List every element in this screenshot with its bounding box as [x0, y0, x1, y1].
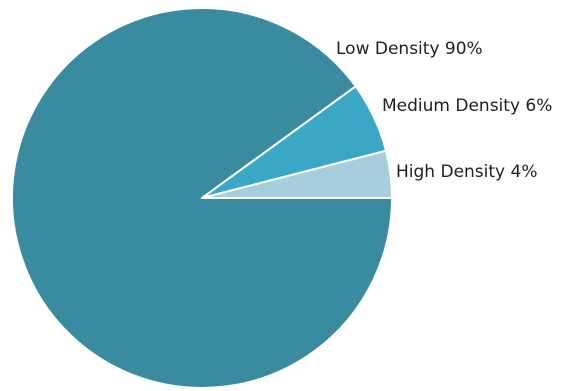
- pie-slice-high-density: [201, 149, 393, 199]
- slice-label-low-density: Low Density 90%: [336, 39, 483, 59]
- pie-labels: Low Density 90% Medium Density 6% High Den…: [336, 39, 552, 182]
- slice-label-medium-density: Medium Density 6%: [382, 96, 552, 116]
- pie-slices: [11, 7, 393, 389]
- slice-label-high-density: High Density 4%: [396, 162, 537, 182]
